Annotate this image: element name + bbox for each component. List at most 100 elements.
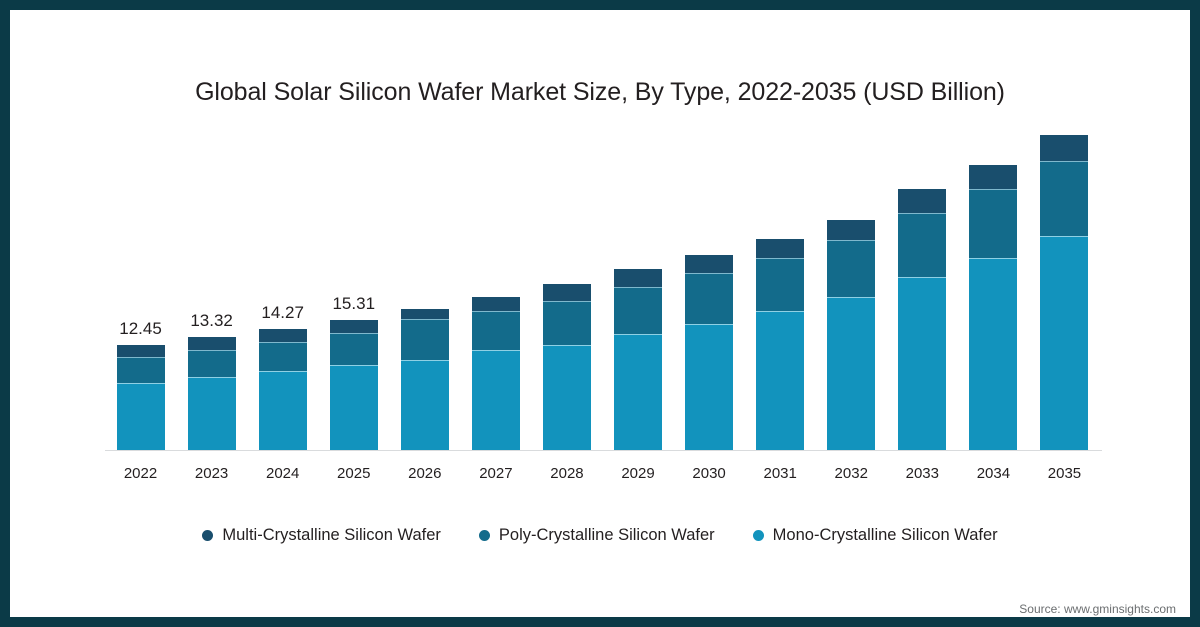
bar-segment-poly-crystalline[interactable] — [898, 212, 947, 277]
bar-segment-multi-crystalline[interactable] — [969, 164, 1018, 190]
bar-stack — [898, 189, 947, 450]
bar-segment-mono-crystalline[interactable] — [614, 333, 663, 450]
bar-segment-poly-crystalline[interactable] — [542, 300, 591, 345]
x-axis-tick-2023: 2023 — [194, 465, 229, 482]
x-axis-tick-2031: 2031 — [763, 465, 797, 482]
x-axis-tick-2028: 2028 — [550, 465, 584, 482]
bar-segment-mono-crystalline[interactable] — [471, 349, 520, 450]
bar-segment-multi-crystalline[interactable] — [187, 337, 236, 350]
bar-segment-multi-crystalline[interactable] — [898, 189, 947, 213]
bar-group[interactable] — [471, 120, 520, 450]
legend-swatch-mono-crystalline-icon — [752, 530, 764, 541]
bar-stack — [756, 239, 805, 450]
bar-segment-mono-crystalline[interactable] — [329, 364, 378, 450]
bar-value-label: 14.27 — [261, 303, 304, 323]
bar-segment-poly-crystalline[interactable] — [827, 240, 876, 297]
plot-area: 12.45 13.32 14.27 15.31 — [105, 120, 1100, 450]
bar-stack — [116, 344, 165, 450]
x-axis-tick-2034: 2034 — [976, 465, 1011, 482]
legend-swatch-multi-crystalline-icon — [202, 530, 214, 541]
legend-item-poly-crystalline[interactable]: Poly-Crystalline Silicon Wafer — [478, 526, 715, 545]
bar-group[interactable]: 13.32 — [187, 120, 236, 450]
bar-stack — [1040, 134, 1089, 450]
bar-stack — [258, 329, 307, 450]
bar-segment-multi-crystalline[interactable] — [614, 269, 663, 287]
bar-group[interactable]: 14.27 — [258, 120, 307, 450]
bar-group[interactable] — [827, 120, 876, 450]
bar-group[interactable] — [614, 120, 663, 450]
bar-segment-poly-crystalline[interactable] — [756, 258, 805, 311]
bar-segment-poly-crystalline[interactable] — [614, 286, 663, 334]
legend-item-mono-crystalline[interactable]: Mono-Crystalline Silicon Wafer — [752, 526, 998, 545]
bar-segment-mono-crystalline[interactable] — [542, 344, 591, 450]
x-axis-tick-2032: 2032 — [834, 465, 868, 482]
bar-segment-multi-crystalline[interactable] — [542, 284, 591, 301]
x-axis-tick-2030: 2030 — [692, 465, 726, 482]
x-axis-tick-2029: 2029 — [621, 465, 655, 482]
x-axis-tick-2035: 2035 — [1047, 465, 1082, 482]
bar-segment-poly-crystalline[interactable] — [969, 189, 1018, 259]
bar-segment-mono-crystalline[interactable] — [1040, 236, 1089, 450]
bar-segment-mono-crystalline[interactable] — [187, 377, 236, 450]
bar-segment-multi-crystalline[interactable] — [116, 344, 165, 357]
bar-segment-mono-crystalline[interactable] — [685, 323, 734, 450]
bar-value-label: 13.32 — [190, 311, 233, 331]
bar-stack — [187, 337, 236, 450]
x-axis-tick-2024: 2024 — [265, 465, 300, 482]
bar-group[interactable] — [756, 120, 805, 450]
bar-segment-mono-crystalline[interactable] — [756, 310, 805, 450]
bar-stack — [614, 269, 663, 450]
bar-segment-multi-crystalline[interactable] — [258, 329, 307, 342]
bar-segment-mono-crystalline[interactable] — [258, 371, 307, 450]
bar-group[interactable] — [1040, 120, 1089, 450]
x-axis-tick-2025: 2025 — [337, 465, 371, 482]
bar-value-label: 12.45 — [119, 318, 162, 338]
bar-group[interactable] — [969, 120, 1018, 450]
legend-item-multi-crystalline[interactable]: Multi-Crystalline Silicon Wafer — [202, 526, 441, 545]
bar-segment-poly-crystalline[interactable] — [258, 341, 307, 372]
x-axis-baseline — [105, 450, 1102, 451]
legend-swatch-poly-crystalline-icon — [478, 530, 490, 541]
bar-group[interactable]: 12.45 — [116, 120, 165, 450]
x-axis-tick-2026: 2026 — [408, 465, 442, 482]
x-axis-tick-2027: 2027 — [479, 465, 513, 482]
bar-group[interactable] — [400, 120, 449, 450]
bar-stack — [827, 220, 876, 450]
bar-group[interactable] — [685, 120, 734, 450]
bar-segment-mono-crystalline[interactable] — [400, 360, 449, 450]
bar-segment-poly-crystalline[interactable] — [116, 356, 165, 384]
bar-segment-mono-crystalline[interactable] — [898, 276, 947, 450]
bar-segment-poly-crystalline[interactable] — [685, 273, 734, 324]
bar-segment-mono-crystalline[interactable] — [116, 383, 165, 450]
bar-value-label: 15.31 — [332, 294, 376, 314]
bar-segment-poly-crystalline[interactable] — [471, 310, 520, 350]
bar-segment-multi-crystalline[interactable] — [685, 255, 734, 274]
bar-stack — [542, 284, 591, 450]
bar-segment-poly-crystalline[interactable] — [1040, 160, 1089, 237]
page-title: Global Solar Silicon Wafer Market Size, … — [195, 78, 1005, 106]
source-attribution: Source: www.gminsights.com — [1019, 602, 1176, 616]
bar-segment-multi-crystalline[interactable] — [329, 320, 378, 333]
bar-segment-poly-crystalline[interactable] — [329, 332, 378, 365]
legend-label-poly-crystalline: Poly-Crystalline Silicon Wafer — [498, 526, 715, 544]
bar-segment-mono-crystalline[interactable] — [969, 258, 1018, 450]
bar-segment-poly-crystalline[interactable] — [400, 318, 449, 361]
bar-segment-poly-crystalline[interactable] — [187, 349, 236, 378]
bar-segment-mono-crystalline[interactable] — [827, 296, 876, 450]
bar-segment-multi-crystalline[interactable] — [756, 239, 805, 259]
bar-stack — [969, 164, 1018, 450]
bar-segment-multi-crystalline[interactable] — [400, 308, 449, 319]
bar-group[interactable] — [898, 120, 947, 450]
bar-group[interactable]: 15.31 — [329, 120, 378, 450]
legend-label-multi-crystalline: Multi-Crystalline Silicon Wafer — [222, 526, 441, 544]
bar-stack — [400, 308, 449, 450]
bar-segment-multi-crystalline[interactable] — [471, 297, 520, 311]
bar-stack — [329, 320, 378, 450]
bar-group[interactable] — [542, 120, 591, 450]
chart-canvas: Global Solar Silicon Wafer Market Size, … — [10, 10, 1190, 617]
bar-stack — [471, 297, 520, 450]
bar-segment-multi-crystalline[interactable] — [827, 220, 876, 241]
bar-segment-multi-crystalline[interactable] — [1040, 134, 1089, 161]
legend-label-mono-crystalline: Mono-Crystalline Silicon Wafer — [772, 526, 998, 544]
